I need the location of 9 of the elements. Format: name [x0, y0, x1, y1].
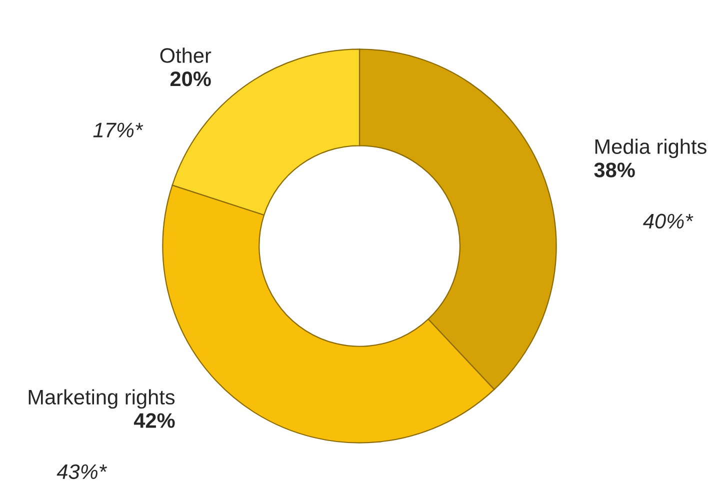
- text: 43%*: [56, 464, 108, 480]
- slice-label: Marketing rights: [28, 389, 175, 409]
- text: 17%*: [93, 122, 144, 138]
- slice-label: Media rights: [595, 138, 706, 158]
- slice-label: Other: [160, 48, 212, 63]
- data-label: 20%: [170, 72, 211, 86]
- data-label: 42%: [134, 413, 175, 428]
- data-label: 38%: [594, 162, 635, 178]
- text: 40%*: [643, 214, 694, 229]
